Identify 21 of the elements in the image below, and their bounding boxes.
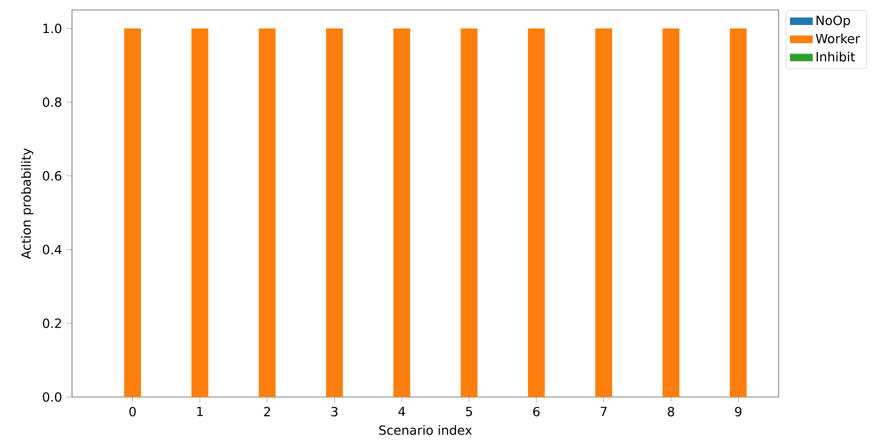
y-axis-title: Action probability [21,148,34,260]
legend-label: Inhibit [816,52,855,62]
legend-label: Worker [816,34,860,44]
y-tick-label: 0.2 [42,318,61,328]
y-tick-label: 0.8 [42,97,62,107]
x-tick-label: 1 [197,406,203,416]
x-tick-label: 7 [600,406,607,416]
x-tick-label: 0 [129,406,136,416]
y-tick-label: 0.6 [42,171,62,181]
x-tick-label: 3 [331,406,338,416]
y-tick-label: 0.0 [42,392,62,402]
x-tick-label: 5 [466,406,472,416]
y-tick-label: 0.4 [42,244,62,254]
x-tick-label: 2 [264,406,270,416]
x-tick-label: 4 [398,406,406,416]
legend-label: NoOp [816,16,850,28]
x-tick-label: 8 [668,406,674,416]
y-tick-label: 1.0 [43,24,62,34]
x-tick-label: 9 [735,406,742,416]
x-axis-title: Scenario index [379,425,472,435]
x-tick-label: 6 [533,406,540,416]
